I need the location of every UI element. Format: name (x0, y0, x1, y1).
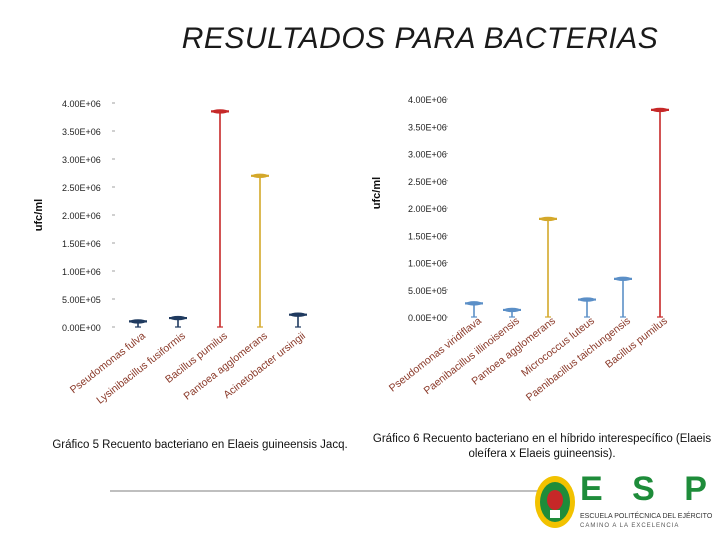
data-point-2-3 (579, 297, 595, 302)
data-point-2-1 (504, 307, 520, 313)
y-tick-label-2-4: 2.00E+06 (408, 204, 447, 214)
y-tick-label-1-5: 1.50E+06 (62, 239, 101, 249)
y-tick-label-2-1: 3.50E+06 (408, 122, 447, 132)
data-point-2-2 (540, 216, 556, 222)
y-tick-label-1-1: 3.50E+06 (62, 127, 101, 137)
y-tick-label-1-2: 3.00E+06 (62, 155, 101, 165)
y-tick-label-2-6: 1.00E+06 (408, 259, 447, 269)
data-point-1-3 (252, 173, 268, 178)
category-label-2-5: Bacillus pumilus (603, 315, 670, 371)
data-point-2-5 (652, 107, 668, 113)
y-tick-label-2-8: 0.00E+00 (408, 313, 447, 323)
logo-line1: ESCUELA POLITÉCNICA DEL EJÉRCITO (580, 513, 713, 520)
y-axis-label-1: ufc/ml (33, 199, 45, 231)
data-point-2-4 (615, 276, 631, 282)
caption-right: Gráfico 6 Recuento bacteriano en el híbr… (372, 433, 712, 460)
logo-wordmark: E S P E (580, 470, 720, 508)
y-tick-label-2-2: 3.00E+06 (408, 150, 447, 160)
data-point-1-1 (170, 315, 186, 321)
caption-left: Gráfico 5 Recuento bacteriano en Elaeis … (52, 439, 348, 451)
y-tick-label-1-7: 5.00E+05 (62, 295, 101, 305)
y-tick-label-1-0: 4.00E+06 (62, 99, 101, 109)
y-tick-label-2-5: 1.50E+06 (408, 231, 447, 241)
y-tick-label-1-8: 0.00E+00 (62, 323, 101, 333)
y-tick-label-1-4: 2.00E+06 (62, 211, 101, 221)
data-point-2-0 (466, 301, 482, 306)
y-tick-label-2-3: 2.50E+06 (408, 177, 447, 187)
data-point-1-4 (290, 312, 306, 317)
y-tick-label-2-7: 5.00E+05 (408, 286, 447, 296)
logo-line2: CAMINO A LA EXCELENCIA (580, 523, 680, 529)
data-point-1-0 (130, 319, 146, 324)
slide-title: RESULTADOS PARA BACTERIAS (181, 22, 659, 55)
crest-icon (535, 476, 575, 528)
data-point-1-2 (212, 109, 228, 114)
y-tick-label-1-6: 1.00E+06 (62, 267, 101, 277)
espe-logo: E S P E ESCUELA POLITÉCNICA DEL EJÉRCITO… (530, 470, 720, 540)
y-tick-label-1-3: 2.50E+06 (62, 183, 101, 193)
y-tick-label-2-0: 4.00E+06 (408, 95, 447, 105)
y-axis-label-2: ufc/ml (371, 177, 383, 209)
footer-divider (110, 490, 550, 492)
